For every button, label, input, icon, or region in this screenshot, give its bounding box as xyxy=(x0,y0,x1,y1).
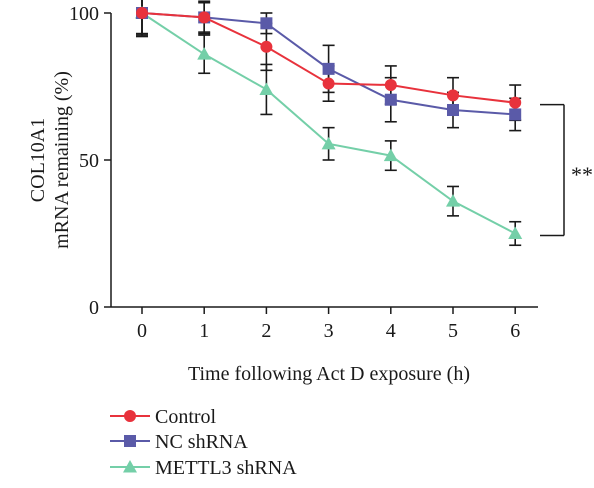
data-point xyxy=(384,79,397,92)
significance-label: ** xyxy=(571,162,593,187)
y-tick-label: 50 xyxy=(79,150,99,172)
y-axis-title-line-2: mRNA remaining (%) xyxy=(51,71,73,249)
series-layer xyxy=(135,0,523,247)
data-point xyxy=(447,89,459,102)
data-point xyxy=(198,11,211,24)
y-tick-label: 0 xyxy=(89,297,99,319)
data-point xyxy=(322,77,335,90)
x-tick-label: 2 xyxy=(261,320,271,342)
data-point xyxy=(508,226,523,239)
data-point xyxy=(447,104,459,117)
x-tick-label: 3 xyxy=(324,320,334,342)
legend: Control NC shRNA METTL3 shRNA xyxy=(110,406,297,479)
significance-bracket: ** xyxy=(540,103,593,237)
plot-area: 0 50 100 0 1 2 3 4 5 6 ** xyxy=(69,0,593,342)
legend-item: METTL3 shRNA xyxy=(110,457,297,479)
y-axis-title-line-1: COL10A1 xyxy=(27,118,49,202)
legend-label: Control xyxy=(155,406,217,428)
legend-swatch-marker xyxy=(124,435,136,447)
legend-label: METTL3 shRNA xyxy=(155,457,297,479)
x-tick-label: 0 xyxy=(137,320,147,342)
y-axis-title: COL10A1 mRNA remaining (%) xyxy=(27,71,73,249)
legend-label: NC shRNA xyxy=(155,431,248,453)
data-point xyxy=(260,40,273,53)
data-point xyxy=(321,136,336,150)
error-bars xyxy=(136,0,522,247)
data-point xyxy=(322,62,335,75)
legend-item: Control xyxy=(110,406,217,428)
x-tick-label: 6 xyxy=(510,320,520,342)
data-point xyxy=(197,47,212,60)
data-point xyxy=(259,82,274,95)
series-mettl3-shrna xyxy=(135,6,523,239)
data-point xyxy=(446,194,460,207)
data-point xyxy=(136,7,148,19)
x-tick-label: 1 xyxy=(199,320,209,342)
x-tick-label: 5 xyxy=(448,320,458,342)
data-point xyxy=(384,93,397,106)
data-point xyxy=(383,148,398,162)
y-ticks: 0 50 100 xyxy=(69,3,111,319)
data-point xyxy=(260,17,273,30)
series-control xyxy=(136,7,522,109)
legend-item: NC shRNA xyxy=(110,431,248,453)
x-tick-label: 4 xyxy=(386,320,396,342)
series-nc-shrna xyxy=(136,7,522,121)
data-point xyxy=(509,108,522,121)
data-point xyxy=(509,96,522,109)
legend-swatch-marker xyxy=(123,460,137,473)
x-ticks: 0 1 2 3 4 5 6 xyxy=(137,307,520,342)
y-tick-label: 100 xyxy=(69,3,99,25)
legend-swatch-marker xyxy=(124,410,136,422)
x-axis-title: Time following Act D exposure (h) xyxy=(188,363,470,385)
